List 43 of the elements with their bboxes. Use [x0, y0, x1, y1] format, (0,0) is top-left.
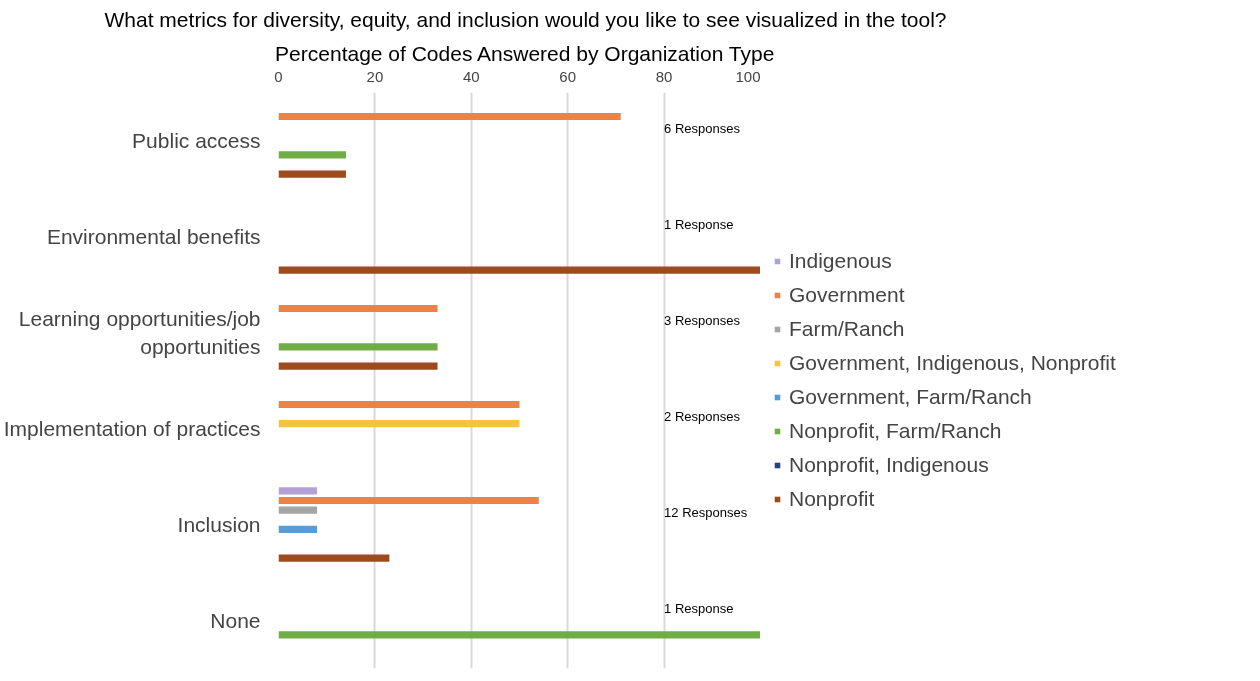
x-tick-label: 60 — [559, 67, 577, 85]
legend-label: Nonprofit, Farm/Ranch — [789, 419, 1002, 443]
bar — [278, 554, 390, 562]
bar — [278, 496, 539, 505]
y-tick-label: Public access — [132, 129, 261, 152]
bar — [278, 151, 346, 159]
bar — [278, 112, 621, 121]
annotation: 3 Responses — [664, 313, 741, 329]
annotation: 6 Responses — [664, 121, 741, 137]
legend-label: Farm/Ranch — [789, 317, 905, 341]
bar — [278, 487, 318, 495]
y-tick-label: Environmental benefits — [46, 225, 261, 248]
bar — [278, 343, 438, 351]
bar — [278, 266, 760, 274]
x-tick-label: 0 — [274, 67, 283, 85]
x-tick-label: 80 — [655, 67, 673, 85]
bar — [278, 304, 438, 313]
y-tick-label: Learning opportunities/job opportunities — [18, 307, 261, 358]
bar — [278, 170, 346, 178]
x-tick-label: 40 — [462, 67, 480, 85]
annotation: 2 Responses — [664, 409, 741, 425]
bar — [278, 506, 318, 514]
legend-label: Government, Indigenous, Nonprofit — [789, 351, 1116, 375]
legend-label: Nonprofit, Indigenous — [789, 453, 989, 477]
chart-subtitle: Percentage of Codes Answered by Organization Type — [275, 42, 775, 66]
legend-label: Government, Farm/Ranch — [789, 385, 1032, 409]
x-tick-label: 100 — [735, 67, 761, 85]
bar — [278, 525, 318, 533]
y-tick-label: Inclusion — [177, 513, 261, 536]
y-tick-label: None — [210, 609, 261, 632]
legend-label: Government — [789, 283, 905, 307]
bar — [278, 400, 520, 409]
bar — [278, 631, 760, 639]
annotation: 1 Response — [664, 601, 734, 617]
annotation: 1 Response — [664, 217, 734, 233]
legend-label: Indigenous — [789, 249, 892, 273]
annotation: 12 Responses — [664, 505, 748, 521]
legend-label: Nonprofit — [789, 487, 875, 511]
chart-title: What metrics for diversity, equity, and inclusion would you like to see visualized in the tool? — [104, 8, 947, 32]
y-tick-label: Implementation of practices — [3, 417, 261, 440]
bar — [278, 420, 520, 428]
bar — [278, 362, 438, 370]
x-tick-label: 20 — [366, 67, 384, 85]
